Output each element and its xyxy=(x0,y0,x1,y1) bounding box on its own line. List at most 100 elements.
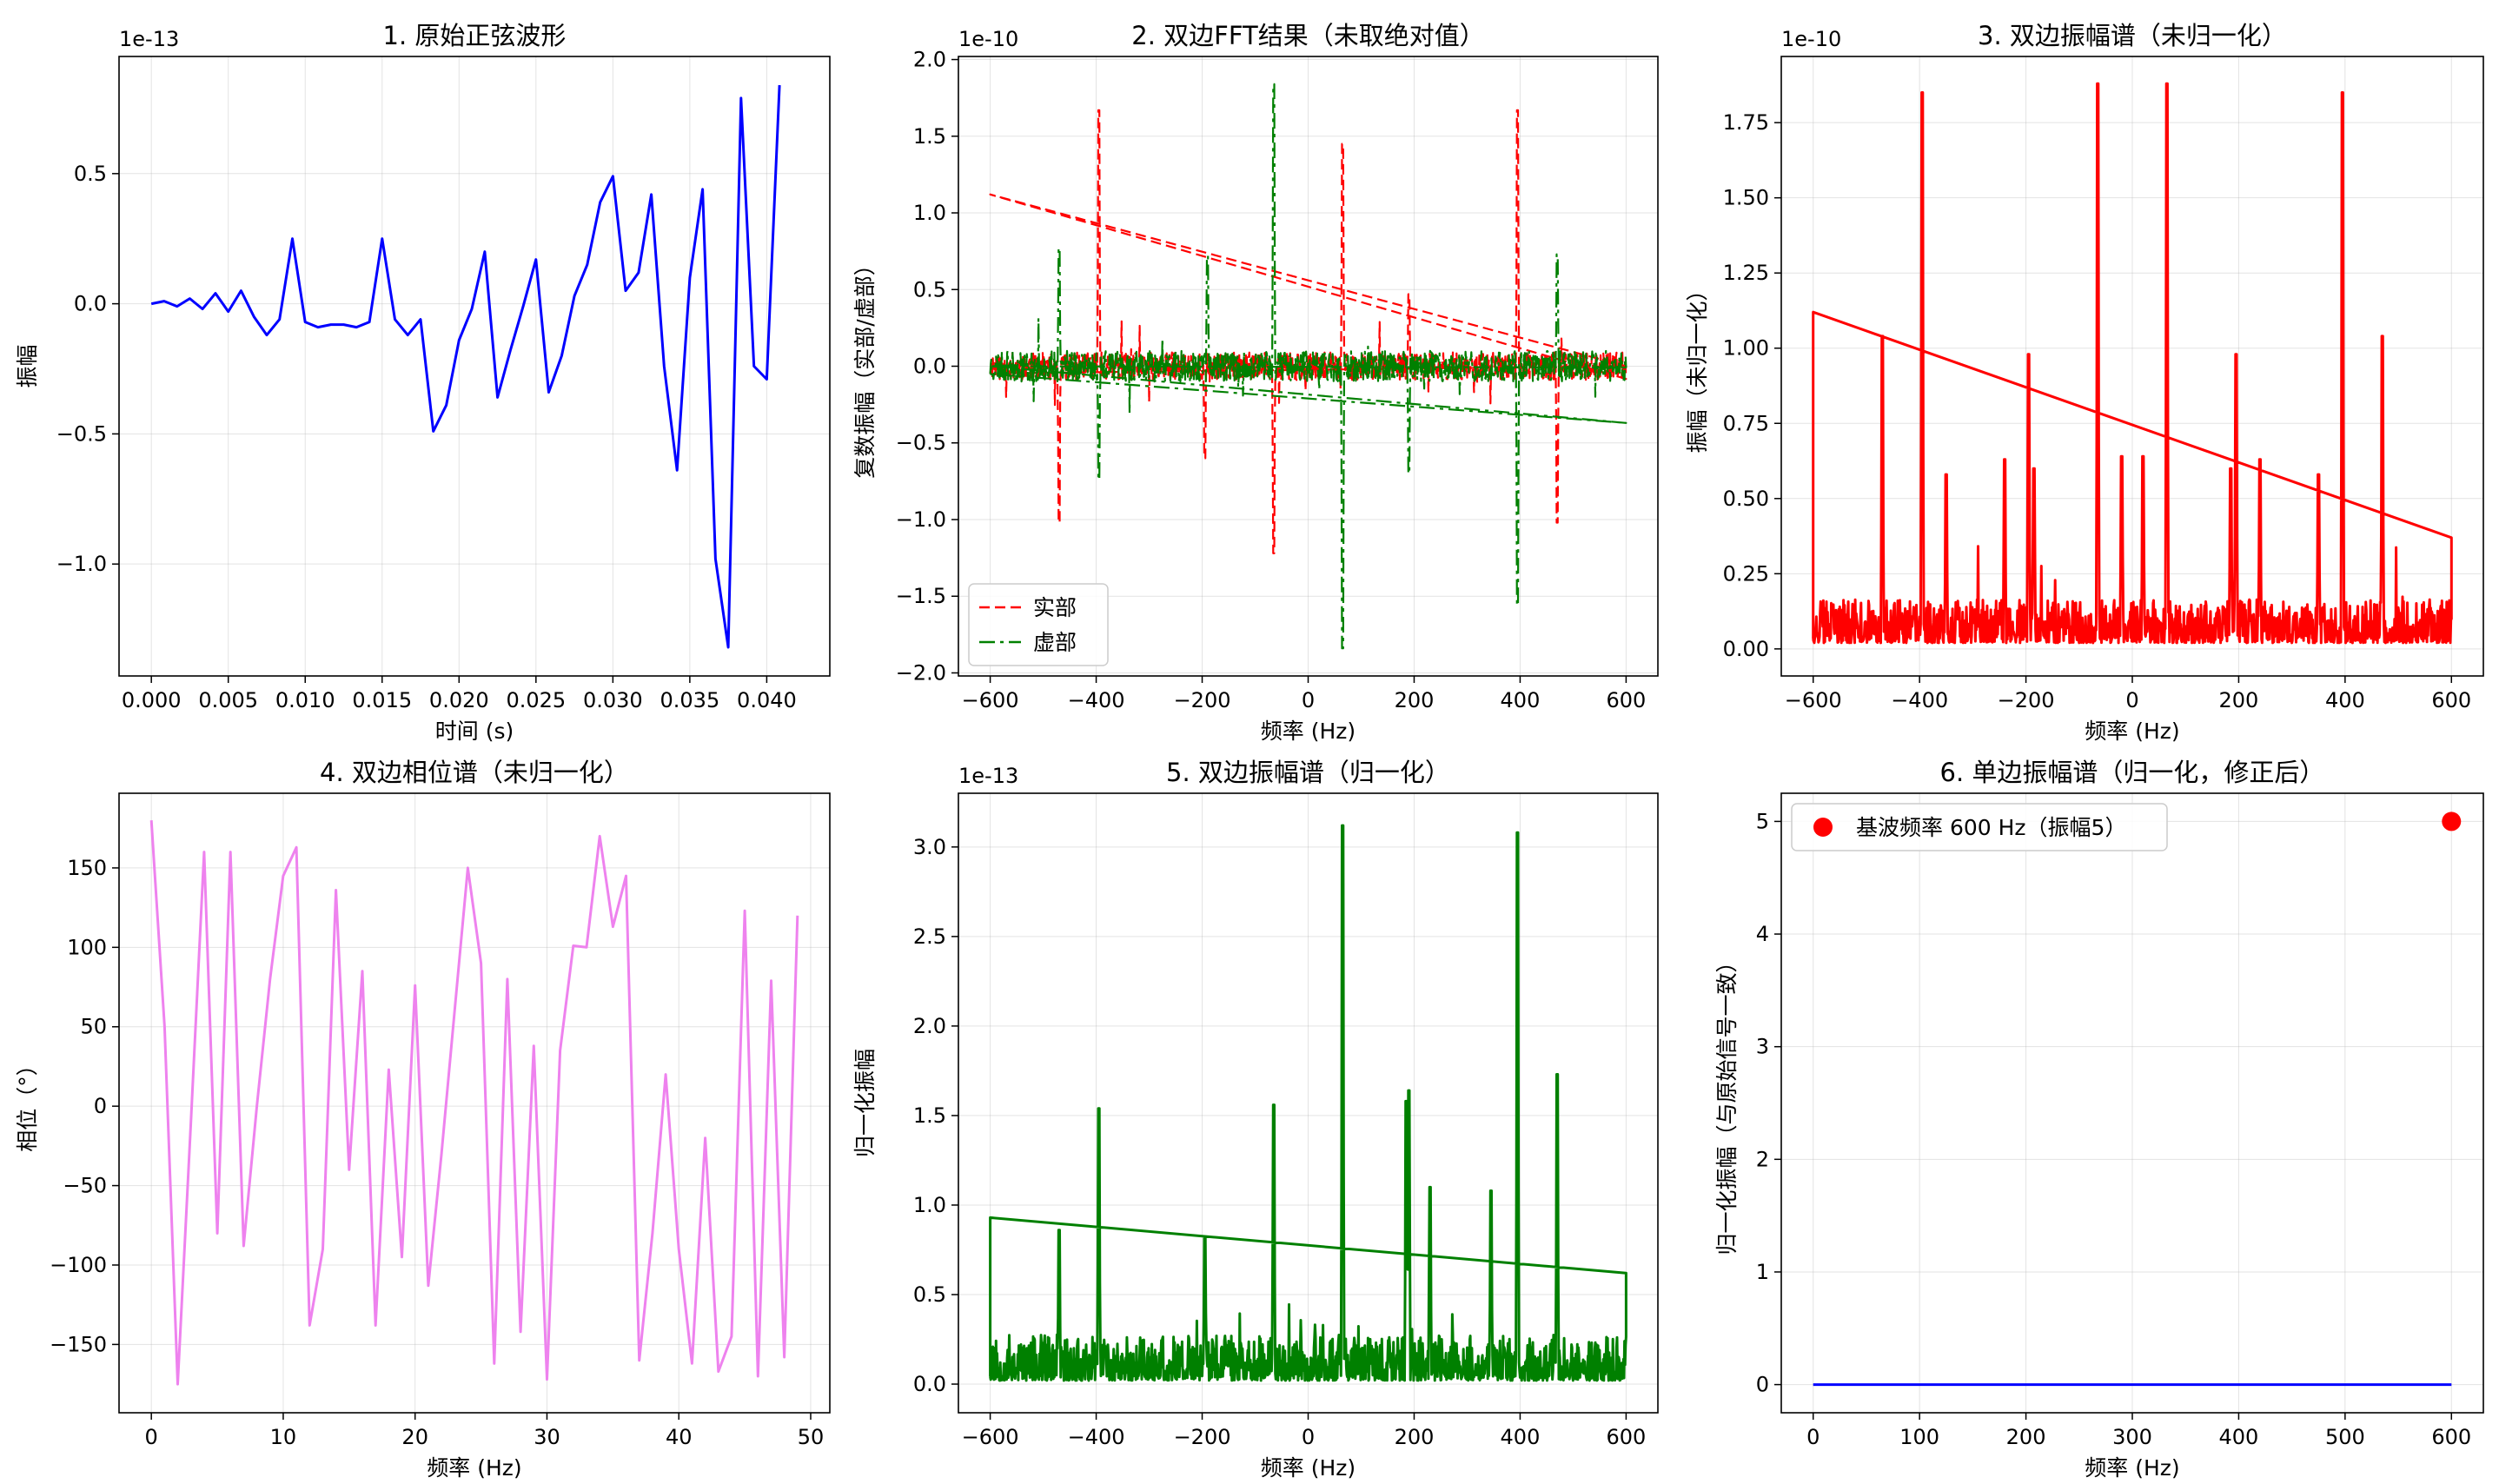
legend-label: 基波频率 600 Hz（振幅5） xyxy=(1856,815,2126,840)
y-tick-label: 3.0 xyxy=(913,835,946,859)
y-tick-label: 0 xyxy=(94,1094,107,1118)
chart-title: 2. 双边FFT结果（未取绝对值） xyxy=(1131,21,1484,50)
x-tick-label: 0.000 xyxy=(122,688,182,712)
axis-offset-text: 1e-10 xyxy=(1781,27,1841,51)
legend-box xyxy=(968,583,1109,666)
y-axis-label: 归一化振幅 xyxy=(852,1049,878,1157)
y-tick-label: 0.00 xyxy=(1723,637,1769,661)
y-axis-label: 相位（°） xyxy=(15,1054,40,1152)
y-tick-label: 1.5 xyxy=(913,124,946,149)
x-tick-label: −400 xyxy=(1891,688,1948,712)
x-tick-label: 50 xyxy=(798,1425,825,1449)
x-tick-label: 400 xyxy=(2219,1425,2259,1449)
x-tick-label: 600 xyxy=(2431,688,2471,712)
y-tick-label: 0.0 xyxy=(74,292,107,316)
y-tick-label: −0.5 xyxy=(56,421,107,446)
series-line xyxy=(989,824,1627,1382)
x-tick-label: 300 xyxy=(2112,1425,2152,1449)
x-tick-label: 0.020 xyxy=(429,688,489,712)
x-tick-label: 200 xyxy=(2006,1425,2046,1449)
x-tick-label: 600 xyxy=(1607,688,1647,712)
y-axis-label: 复数振幅（实部/虚部） xyxy=(852,254,878,478)
y-tick-label: 1.25 xyxy=(1723,261,1769,285)
y-tick-label: 0.5 xyxy=(74,162,107,186)
subplot-1: 0.000 0.005 0.010 0.015 0.020 0.025 0.030 0.035… xyxy=(15,21,831,744)
y-tick-label: 1.5 xyxy=(913,1103,946,1128)
y-tick-label: 0.0 xyxy=(913,354,946,379)
plot-area xyxy=(989,83,1627,650)
series-line xyxy=(989,83,1627,650)
x-tick-label: 400 xyxy=(1501,688,1541,712)
y-tick-label: 2.0 xyxy=(913,48,946,72)
y-tick-label: 0 xyxy=(1756,1373,1769,1397)
axes-frame xyxy=(958,792,1659,1414)
x-axis-label: 频率 (Hz) xyxy=(2085,1455,2179,1481)
y-tick-label: 2.0 xyxy=(913,1014,946,1038)
series-line xyxy=(149,820,799,1386)
y-tick-label: −1.0 xyxy=(896,507,946,532)
axis-offset-text: 1e-13 xyxy=(119,27,179,51)
y-tick-label: −1.5 xyxy=(896,584,946,608)
y-tick-label: 50 xyxy=(80,1015,107,1039)
x-tick-label: −400 xyxy=(1068,1425,1125,1449)
y-tick-label: 0.50 xyxy=(1723,487,1769,511)
y-tick-label: 0.5 xyxy=(913,1282,946,1307)
plot-area xyxy=(989,824,1627,1382)
axes-frame xyxy=(958,56,1659,677)
plot-area xyxy=(149,820,799,1386)
subplot-2: −600 −400 −200 0 200 400 600 −2.0 −1.5 −1.0 −0.5 0.… xyxy=(852,21,1659,744)
y-tick-label: −150 xyxy=(50,1332,107,1356)
y-tick-label: 1.00 xyxy=(1723,336,1769,361)
y-tick-label: 2 xyxy=(1756,1147,1769,1171)
plot-area xyxy=(150,84,781,649)
y-tick-label: 1.0 xyxy=(913,1193,946,1217)
y-tick-label: 2.5 xyxy=(913,924,946,949)
series-line xyxy=(150,84,781,649)
x-tick-label: 0 xyxy=(1302,688,1315,712)
x-tick-label: 500 xyxy=(2325,1425,2365,1449)
axis-offset-text: 1e-13 xyxy=(958,764,1018,788)
x-axis-label: 频率 (Hz) xyxy=(2085,719,2179,744)
y-tick-label: −100 xyxy=(50,1253,107,1277)
chart-title: 4. 双边相位谱（未归一化） xyxy=(320,758,629,787)
axes-frame xyxy=(118,56,831,677)
x-tick-label: 200 xyxy=(1395,688,1435,712)
x-tick-label: 600 xyxy=(2431,1425,2471,1449)
y-tick-label: 0.0 xyxy=(913,1372,946,1396)
x-tick-label: 400 xyxy=(2325,688,2365,712)
x-tick-label: −200 xyxy=(1174,1425,1231,1449)
legend-label: 虚部 xyxy=(1033,630,1077,655)
y-tick-label: 3 xyxy=(1756,1035,1769,1059)
scatter-point xyxy=(2442,812,2462,831)
x-tick-label: 0 xyxy=(2125,688,2138,712)
axes-frame xyxy=(118,792,831,1414)
x-tick-label: 100 xyxy=(1899,1425,1939,1449)
axis-offset-text: 1e-10 xyxy=(958,27,1018,51)
y-tick-label: −0.5 xyxy=(896,431,946,455)
chart-title: 1. 原始正弦波形 xyxy=(383,21,567,50)
axes-frame xyxy=(1780,56,2484,677)
legend-label: 实部 xyxy=(1033,595,1077,620)
x-tick-label: 0.025 xyxy=(506,688,566,712)
axes-frame xyxy=(1780,792,2484,1414)
series-line xyxy=(1812,82,2453,645)
x-tick-label: 0 xyxy=(145,1425,158,1449)
y-tick-label: 0.5 xyxy=(913,277,946,301)
y-tick-label: −2.0 xyxy=(896,660,946,685)
y-tick-label: 4 xyxy=(1756,922,1769,946)
x-tick-label: 0.010 xyxy=(275,688,335,712)
x-tick-label: 0.030 xyxy=(583,688,643,712)
x-axis-label: 频率 (Hz) xyxy=(427,1455,521,1481)
y-tick-label: −1.0 xyxy=(56,552,107,576)
x-tick-label: 200 xyxy=(2219,688,2259,712)
y-tick-label: 0.75 xyxy=(1723,411,1769,435)
y-axis-label: 振幅 xyxy=(15,344,40,388)
x-axis-label: 频率 (Hz) xyxy=(1261,719,1356,744)
x-tick-label: 600 xyxy=(1607,1425,1647,1449)
x-tick-label: 10 xyxy=(270,1425,297,1449)
y-axis-label: 归一化振幅（与原始信号一致） xyxy=(1714,951,1740,1255)
x-tick-label: −600 xyxy=(962,688,1019,712)
y-tick-label: 150 xyxy=(67,856,107,880)
